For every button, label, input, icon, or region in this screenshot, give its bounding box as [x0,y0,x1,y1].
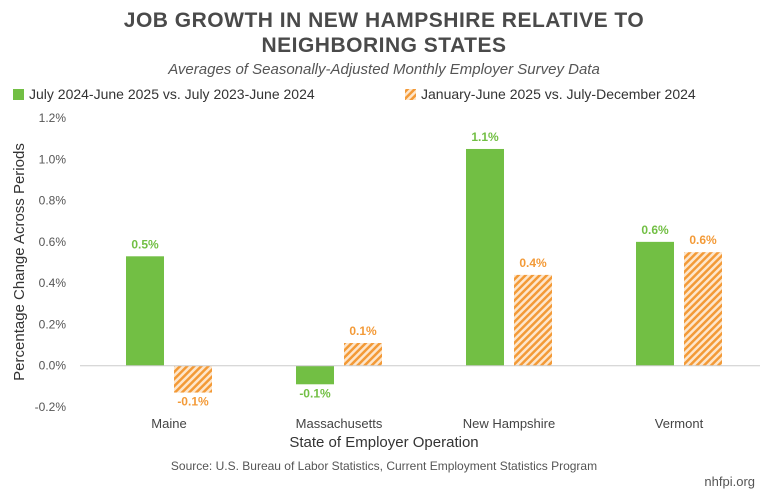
data-label-series-2: -0.1% [177,395,209,409]
source-note: Source: U.S. Bureau of Labor Statistics,… [171,459,597,473]
y-tick-label: 0.6% [39,235,67,249]
y-tick-label: 0.2% [39,317,67,331]
bar-series-1 [636,241,674,366]
y-tick-label: -0.2% [35,400,67,414]
bar-series-1 [296,365,334,385]
bar-series-2 [344,343,382,366]
legend-label-series-1: July 2024-June 2025 vs. July 2023-June 2… [29,86,315,102]
bars [126,148,722,393]
y-tick-label: 0.4% [39,276,67,290]
legend: July 2024-June 2025 vs. July 2023-June 2… [13,86,696,102]
chart-title-line-2: NEIGHBORING STATES [261,34,506,57]
y-axis-title: Percentage Change Across Periods [11,143,28,381]
chart-title-line-1: JOB GROWTH IN NEW HAMPSHIRE RELATIVE TO [124,9,644,32]
legend-swatch-series-2 [405,89,416,100]
data-label-series-1: 0.6% [641,223,669,237]
data-label-series-2: 0.1% [349,324,377,338]
data-label-series-2: 0.4% [519,256,547,270]
credit: nhfpi.org [704,474,755,489]
category-label: New Hampshire [463,416,555,431]
data-label-series-2: 0.6% [689,233,717,247]
data-label-series-1: 0.5% [131,237,159,251]
y-tick-label: 1.0% [39,152,67,166]
legend-label-series-2: January-June 2025 vs. July-December 2024 [421,86,696,102]
category-label: Maine [151,416,186,431]
bar-series-2 [514,274,552,366]
bar-series-2 [684,252,722,366]
category-label: Massachusetts [296,416,383,431]
y-tick-label: 1.2% [39,111,67,125]
data-label-series-1: -0.1% [299,386,331,400]
x-axis-title: State of Employer Operation [289,434,478,451]
chart-subtitle: Averages of Seasonally-Adjusted Monthly … [167,61,600,78]
category-labels: Maine Massachusetts New Hampshire Vermont [151,416,703,431]
data-label-series-1: 1.1% [471,130,499,144]
bar-series-2 [174,365,212,393]
y-tick-label: 0.0% [39,359,67,373]
data-labels: 0.5% -0.1% -0.1% 0.1% 1.1% 0.4% 0.6% 0.6% [131,130,717,409]
bar-series-1 [466,148,504,366]
category-label: Vermont [655,416,704,431]
legend-swatch-series-1 [13,89,24,100]
y-axis-ticks: -0.2% 0.0% 0.2% 0.4% 0.6% 0.8% 1.0% 1.2% [35,111,67,414]
y-tick-label: 0.8% [39,194,67,208]
bar-series-1 [126,256,164,366]
